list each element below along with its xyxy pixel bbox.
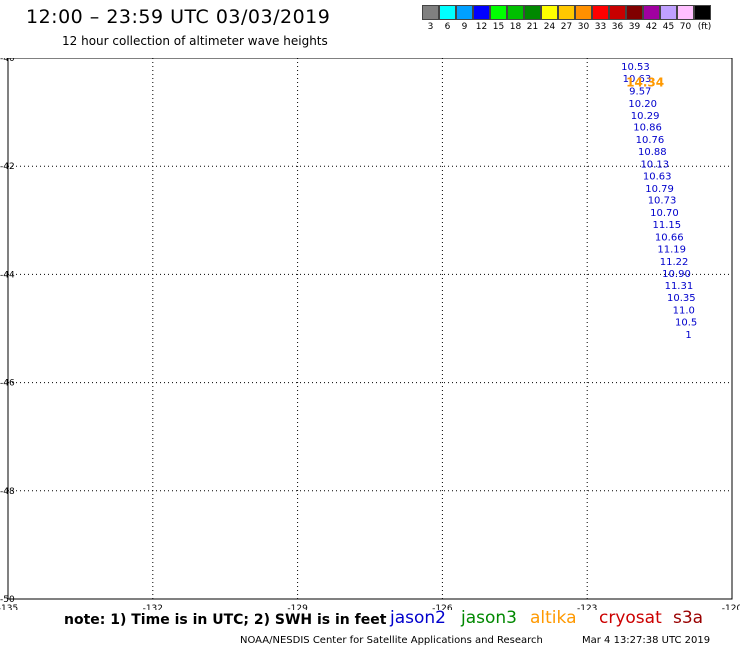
lon-tick-label: -123 [577, 604, 597, 610]
scale-label: 18 [509, 22, 522, 32]
wave-height-value: 10.63 [643, 171, 672, 182]
wave-height-value: 10.66 [655, 233, 684, 244]
scale-label: 6 [444, 22, 451, 32]
lat-tick-label: -48 [0, 487, 15, 497]
scale-swatch [592, 5, 609, 20]
lat-tick-label: -46 [0, 379, 15, 389]
wave-height-value: 10.35 [667, 293, 696, 304]
legend-item-cryosat: cryosat [599, 608, 662, 628]
wave-height-value: 9.57 [629, 86, 651, 97]
credit-text: NOAA/NESDIS Center for Satellite Applica… [240, 635, 543, 646]
wave-height-value: 11.19 [657, 244, 686, 255]
wave-height-value: 11.15 [653, 220, 682, 231]
scale-label: 45 [662, 22, 675, 32]
lon-tick-label: -126 [432, 604, 453, 610]
scale-label: 21 [526, 22, 539, 32]
page-subtitle: 12 hour collection of altimeter wave hei… [62, 34, 328, 48]
lon-tick-label: -129 [287, 604, 308, 610]
legend-item-s3a: s3a [673, 608, 704, 628]
footer-note: note: 1) Time is in UTC; 2) SWH is in fe… [64, 612, 387, 628]
scale-swatch [626, 5, 643, 20]
wave-height-value: 10.76 [636, 135, 665, 146]
map-plot: -135 -132 -129 -126 -123 -120 -40 -42 -44 -46 -48 -… [0, 58, 740, 610]
lon-tick-label: -135 [0, 604, 18, 610]
scale-swatch [422, 5, 439, 20]
scale-swatch [643, 5, 660, 20]
scale-swatch [507, 5, 524, 20]
wave-height-value: 10.63 [623, 74, 652, 85]
scale-label: 27 [560, 22, 573, 32]
lon-tick-label: -120 [722, 604, 740, 610]
wave-height-value: 11.31 [665, 281, 694, 292]
scale-swatch [609, 5, 626, 20]
scale-label: 36 [611, 22, 624, 32]
legend-item-altika: altika [530, 608, 577, 628]
scale-label: 30 [577, 22, 590, 32]
lat-tick-label: -42 [0, 162, 15, 172]
scale-label: 15 [492, 22, 505, 32]
lat-tick-label: -44 [0, 270, 15, 280]
color-scale-labels: 3 6 9 12 15 18 21 24 27 30 33 36 39 42 45 70 (ft) [422, 22, 732, 34]
timestamp-text: Mar 4 13:27:38 UTC 2019 [582, 635, 711, 646]
scale-swatch [677, 5, 694, 20]
wave-height-value: 10.73 [648, 196, 677, 207]
scale-label: (ft) [697, 22, 712, 32]
wave-height-value: 10.13 [640, 159, 669, 170]
scale-swatch [660, 5, 677, 20]
scale-swatch [524, 5, 541, 20]
altika-value: 14.34 [626, 75, 664, 89]
page-title: 12:00 – 23:59 UTC 03/03/2019 [26, 6, 331, 28]
scale-swatch [490, 5, 507, 20]
scale-label: 3 [427, 22, 434, 32]
scale-label: 9 [461, 22, 468, 32]
scale-swatch [558, 5, 575, 20]
scale-label: 39 [628, 22, 641, 32]
legend-item-jason2: jason2 [390, 608, 446, 628]
lon-tick-label: -132 [143, 604, 163, 610]
lat-tick-label: -40 [0, 58, 15, 64]
scale-label: 42 [645, 22, 658, 32]
scale-swatch [694, 5, 711, 20]
scale-swatch [456, 5, 473, 20]
lat-tick-label: -50 [0, 595, 15, 605]
color-scale [422, 5, 711, 20]
wave-height-value: 11.22 [660, 257, 689, 268]
wave-height-value: 10.20 [628, 99, 657, 110]
plot-frame [7, 58, 733, 600]
legend-item-jason3: jason3 [461, 608, 517, 628]
wave-height-value: 11.0 [673, 306, 695, 317]
wave-height-value: 10.90 [662, 269, 691, 280]
scale-swatch [575, 5, 592, 20]
wave-height-value: 10.79 [645, 184, 674, 195]
wave-height-value: 10.70 [650, 208, 679, 219]
scale-swatch [541, 5, 558, 20]
wave-height-value: 1 [685, 330, 691, 341]
wave-height-value: 10.88 [638, 147, 667, 158]
scale-label: 33 [594, 22, 607, 32]
scale-swatch [473, 5, 490, 20]
scale-label: 12 [475, 22, 488, 32]
wave-height-value: 10.53 [621, 62, 650, 73]
scale-label: 70 [679, 22, 692, 32]
wave-height-value: 10.5 [675, 317, 697, 328]
wave-height-value: 10.29 [631, 111, 660, 122]
wave-height-value: 10.86 [633, 123, 662, 134]
scale-swatch [439, 5, 456, 20]
scale-label: 24 [543, 22, 556, 32]
